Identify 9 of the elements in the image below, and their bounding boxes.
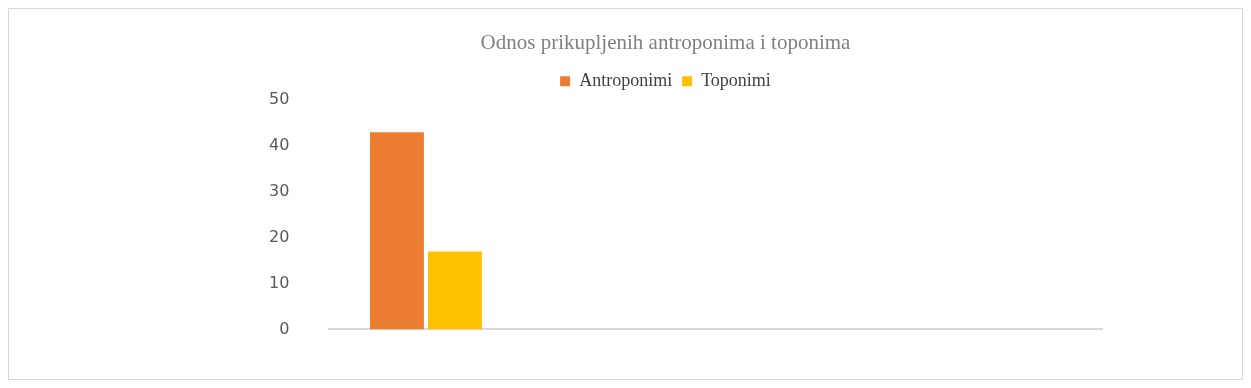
y-tick-label: 20 [269,226,290,246]
chart-title: Odnos prikupljenih antroponima i toponima [480,30,852,55]
legend-label: Antroponimi [579,69,673,90]
y-tick-label: 30 [269,181,290,201]
y-tick-label: 40 [269,135,290,155]
y-tick-label: 0 [279,318,290,338]
legend-label: Toponimi [701,69,771,90]
y-tick-label: 10 [269,272,290,292]
y-tick-label: 50 [269,89,290,109]
